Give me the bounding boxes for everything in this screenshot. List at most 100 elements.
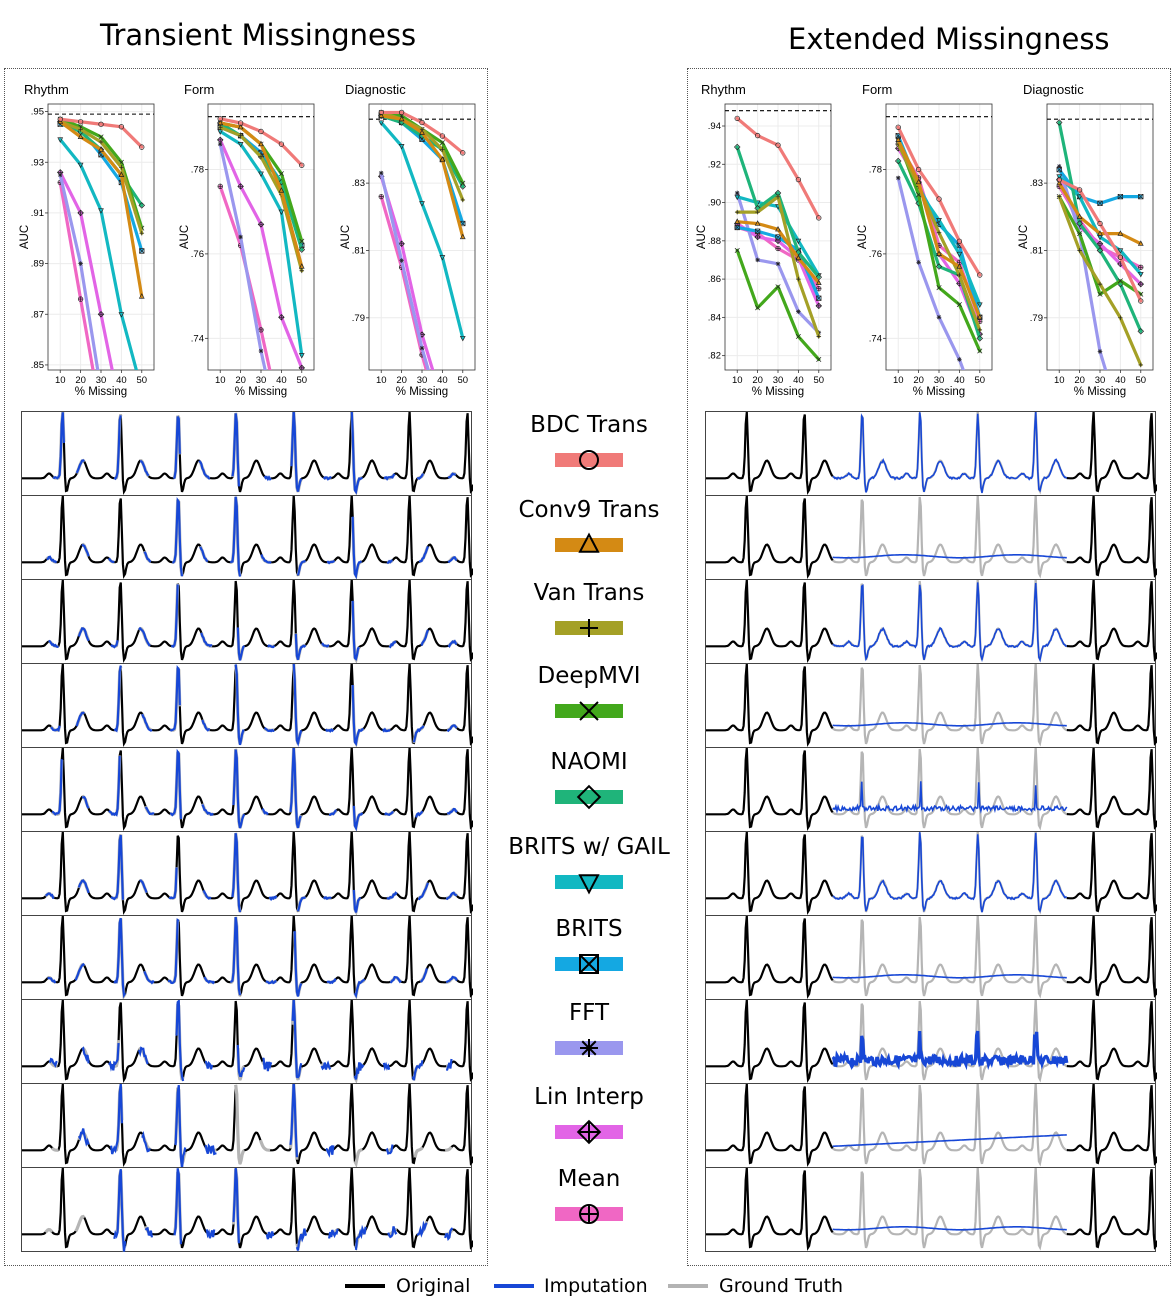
- imputation-trace: [291, 1000, 303, 1079]
- x-tick-label: 20: [75, 375, 86, 386]
- ground-truth-trace: [234, 1084, 246, 1165]
- point-deepmvi: [936, 285, 942, 291]
- point-van-trans: [1138, 362, 1144, 368]
- point-conv9-trans: [775, 225, 781, 232]
- imputation-trace: [353, 1062, 365, 1080]
- point-bdc-trans: [1097, 220, 1103, 227]
- point-brits-w-gail: [77, 162, 84, 169]
- original-trace: [22, 412, 473, 495]
- point-conv9-trans: [439, 156, 446, 162]
- imputation-trace: [268, 895, 278, 902]
- imputation-trace: [832, 832, 1067, 913]
- point-brits: [139, 248, 145, 254]
- point-deepmvi: [734, 247, 740, 253]
- point-fft: [217, 141, 223, 147]
- point-conv9-trans: [754, 220, 761, 226]
- point-fft: [78, 261, 83, 266]
- imputation-trace: [447, 639, 458, 649]
- legend-label-brits-w-gail: BRITS w/ GAIL: [508, 834, 670, 860]
- legend-label-bdc-trans: BDC Trans: [530, 412, 648, 438]
- imputation-trace: [138, 626, 151, 647]
- point-mean: [816, 286, 822, 292]
- imputation-trace: [324, 728, 335, 733]
- imputation-trace: [445, 975, 458, 984]
- imputation-trace: [113, 917, 127, 999]
- original-trace: [22, 1168, 473, 1251]
- series-line-naomi: [1057, 120, 1143, 333]
- point-lin-interp: [1096, 240, 1104, 247]
- imputation-trace: [108, 1043, 120, 1072]
- y-tick-label: .95: [31, 107, 44, 118]
- y-tick-label: .84: [708, 312, 721, 323]
- point-conv9-trans: [1056, 179, 1063, 186]
- point-deepmvi: [439, 140, 445, 146]
- imputation-trace: [81, 795, 90, 809]
- point-deepmvi: [795, 333, 801, 340]
- point-van-trans: [78, 127, 83, 132]
- chart-title: Diagnostic: [345, 82, 406, 97]
- ground-truth-trace: [353, 1147, 363, 1169]
- point-brits-w-gail: [398, 144, 405, 150]
- imputation-trace: [170, 584, 179, 648]
- point-naomi: [1055, 119, 1063, 126]
- ecg-strip: [705, 747, 1157, 832]
- imputation-trace: [385, 1144, 394, 1155]
- point-brits-w-gail: [298, 353, 305, 359]
- point-deepmvi: [956, 302, 962, 308]
- imputation-trace: [832, 554, 1067, 559]
- imputation-trace: [326, 559, 336, 565]
- imputation-trace: [231, 413, 240, 487]
- point-bdc-trans: [915, 166, 922, 173]
- imputation-trace: [45, 892, 55, 899]
- ground-truth-label: Ground Truth: [719, 1275, 844, 1297]
- imputation-trace: [203, 976, 216, 985]
- x-tick-label: 50: [813, 375, 824, 386]
- point-conv9-trans: [895, 136, 902, 142]
- imputation-trace: [352, 889, 362, 913]
- x-tick-label: 50: [457, 375, 468, 386]
- imputation-trace: [77, 627, 90, 642]
- point-brits: [1056, 167, 1062, 173]
- imputation-trace: [831, 1030, 1069, 1071]
- imputation-trace: [205, 1229, 216, 1239]
- point-brits-w-gail: [1076, 194, 1083, 200]
- ecg-strip: [21, 495, 473, 581]
- imputation-trace: [832, 412, 1068, 494]
- point-fft: [936, 314, 942, 320]
- point-naomi: [138, 202, 146, 209]
- imputation-trace: [168, 917, 180, 985]
- point-conv9-trans: [138, 293, 145, 299]
- legend-marker-deepmvi: [579, 701, 599, 721]
- imputation-trace: [204, 1060, 214, 1070]
- y-tick-label: .83: [352, 178, 365, 189]
- imputation-trace: [51, 759, 63, 816]
- y-axis-label: AUC: [19, 225, 31, 249]
- imputation-trace: [387, 1226, 398, 1239]
- point-deepmvi: [816, 356, 822, 363]
- x-tick-label: 10: [893, 375, 904, 386]
- x-tick-label: 20: [1074, 375, 1085, 386]
- series-line-conv9-trans: [379, 114, 465, 239]
- x-axis-label: % Missing: [1074, 386, 1126, 398]
- y-tick-label: .92: [708, 159, 721, 170]
- y-tick-label: .93: [31, 157, 44, 168]
- imputation-trace: [321, 642, 330, 648]
- imputation-trace: [446, 724, 457, 733]
- point-bdc-trans: [398, 109, 405, 116]
- original-trace: [1066, 1000, 1157, 1082]
- point-lin-interp: [77, 209, 84, 217]
- point-naomi: [1096, 247, 1104, 254]
- legend-marker-naomi: [576, 784, 602, 810]
- point-van-trans: [258, 154, 264, 160]
- imputation-trace: [81, 1046, 90, 1064]
- imputation-trace: [832, 974, 1067, 979]
- point-conv9-trans: [936, 250, 942, 256]
- ecg-strip: [21, 915, 473, 1001]
- imputation-trace: [173, 1168, 182, 1245]
- series-line-mean: [58, 180, 95, 370]
- point-bdc-trans: [977, 272, 983, 278]
- imputation-trace: [175, 1000, 185, 1082]
- imputation-trace: [229, 916, 242, 996]
- imputation-trace: [832, 582, 1067, 663]
- series-line-conv9-trans: [896, 138, 982, 319]
